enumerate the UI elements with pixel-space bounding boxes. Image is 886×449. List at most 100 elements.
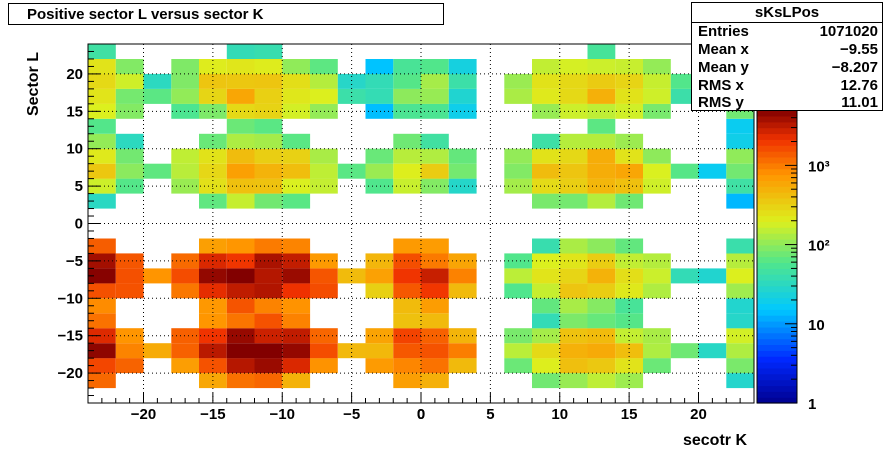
- heatmap-bin: [115, 148, 144, 164]
- heatmap-bin: [421, 103, 449, 119]
- heatmap-bin: [88, 358, 116, 374]
- heatmap-bin: [199, 298, 227, 314]
- heatmap-bin: [421, 253, 449, 269]
- heatmap-bin: [532, 133, 560, 149]
- heatmap-bin: [448, 148, 477, 164]
- stats-row-rms-x: RMS x 12.76: [698, 77, 878, 95]
- heatmap-bin: [587, 373, 616, 389]
- heatmap-bin: [88, 328, 116, 344]
- heatmap-bin: [587, 178, 616, 194]
- heatmap-bin: [532, 59, 560, 74]
- heatmap-bin: [559, 88, 588, 104]
- y-tick-label: 15: [66, 103, 83, 120]
- colorbar-segment: [757, 291, 797, 299]
- heatmap-bin: [726, 163, 755, 179]
- heatmap-bin: [115, 88, 144, 104]
- heatmap-bin: [532, 73, 560, 89]
- heatmap-bin: [393, 133, 422, 149]
- heatmap-bin: [282, 358, 311, 374]
- heatmap-bin: [532, 283, 560, 299]
- colorbar-segment: [757, 274, 797, 281]
- heatmap-bin: [282, 373, 311, 389]
- heatmap-bin: [726, 268, 755, 284]
- heatmap-bin: [726, 298, 755, 314]
- heatmap-bin: [282, 343, 311, 359]
- heatmap-bin: [698, 163, 727, 179]
- heatmap-bin: [254, 193, 283, 209]
- x-tick-label: 0: [417, 406, 425, 423]
- x-tick-label: 0: [417, 406, 425, 423]
- heatmap-bin: [726, 238, 755, 254]
- heatmap-bin: [171, 358, 200, 374]
- heatmap-bin: [559, 358, 588, 374]
- heatmap-bin: [282, 238, 311, 254]
- colorbar-segment: [757, 373, 797, 381]
- heatmap-bin: [393, 148, 422, 164]
- heatmap-bin: [88, 44, 116, 59]
- colorbar-segment: [757, 332, 797, 340]
- heatmap-bin: [532, 358, 560, 374]
- heatmap-bin: [88, 238, 116, 254]
- heatmap-bin: [421, 133, 449, 149]
- heatmap-bin: [310, 358, 338, 374]
- heatmap-bin: [254, 133, 283, 149]
- heatmap-bin: [226, 238, 255, 254]
- heatmap-bin: [282, 313, 311, 329]
- heatmap-bin: [282, 133, 311, 149]
- heatmap-bin: [726, 358, 755, 374]
- heatmap-bin: [143, 343, 172, 359]
- heatmap-bin: [559, 373, 588, 389]
- heatmap-bin: [559, 133, 588, 149]
- heatmap-bin: [226, 193, 255, 209]
- heatmap-bin: [393, 373, 422, 389]
- heatmap-bin: [504, 328, 533, 344]
- heatmap-bin: [226, 148, 255, 164]
- heatmap-bin: [587, 118, 616, 134]
- heatmap-bin: [587, 148, 616, 164]
- heatmap-bin: [171, 268, 200, 284]
- heatmap-bin: [421, 88, 449, 104]
- heatmap-bin: [643, 59, 671, 74]
- chart-title: Positive sector L versus sector K: [27, 6, 264, 23]
- heatmap-bin: [393, 88, 422, 104]
- y-axis-ticks: 0 −20 −15 −10 −5 5 10 15 20: [58, 50, 100, 397]
- heatmap-bin: [532, 313, 560, 329]
- colorbar-segment: [757, 397, 797, 404]
- heatmap-bin: [587, 88, 616, 104]
- colorbar-segment: [757, 385, 797, 392]
- heatmap-bin: [532, 253, 560, 269]
- heatmap-bin: [254, 313, 283, 329]
- heatmap-bin: [670, 343, 699, 359]
- heatmap-bin: [171, 148, 200, 164]
- stats-label: Entries: [698, 23, 749, 40]
- x-tick-label: −20: [131, 406, 156, 423]
- heatmap-bin: [615, 103, 644, 119]
- heatmap-bin: [532, 88, 560, 104]
- heatmap-bin: [587, 133, 616, 149]
- stats-row-entries: Entries 1071020: [698, 23, 878, 41]
- colorbar-segment: [757, 121, 797, 129]
- heatmap-bin: [393, 298, 422, 314]
- heatmap-bin: [115, 283, 144, 299]
- heatmap-bin: [559, 253, 588, 269]
- heatmap-bin: [726, 133, 755, 149]
- heatmap-bin: [310, 283, 338, 299]
- heatmap-bin: [559, 238, 588, 254]
- heatmap-bin: [587, 253, 616, 269]
- heatmap-bin: [559, 283, 588, 299]
- heatmap-bin: [448, 178, 477, 194]
- heatmap-bin: [226, 298, 255, 314]
- heatmap-bin: [226, 44, 255, 59]
- colorbar-segment: [757, 203, 797, 211]
- heatmap-bin: [226, 118, 255, 134]
- heatmap-bin: [559, 313, 588, 329]
- heatmap-bin: [615, 328, 644, 344]
- colorbar-segment: [757, 162, 797, 170]
- heatmap-bin: [115, 103, 144, 119]
- heatmap-bin: [448, 253, 477, 269]
- stats-value: −8.207: [831, 59, 878, 76]
- colorbar-segment: [757, 262, 797, 269]
- heatmap-bin: [226, 313, 255, 329]
- heatmap-bin: [143, 73, 172, 89]
